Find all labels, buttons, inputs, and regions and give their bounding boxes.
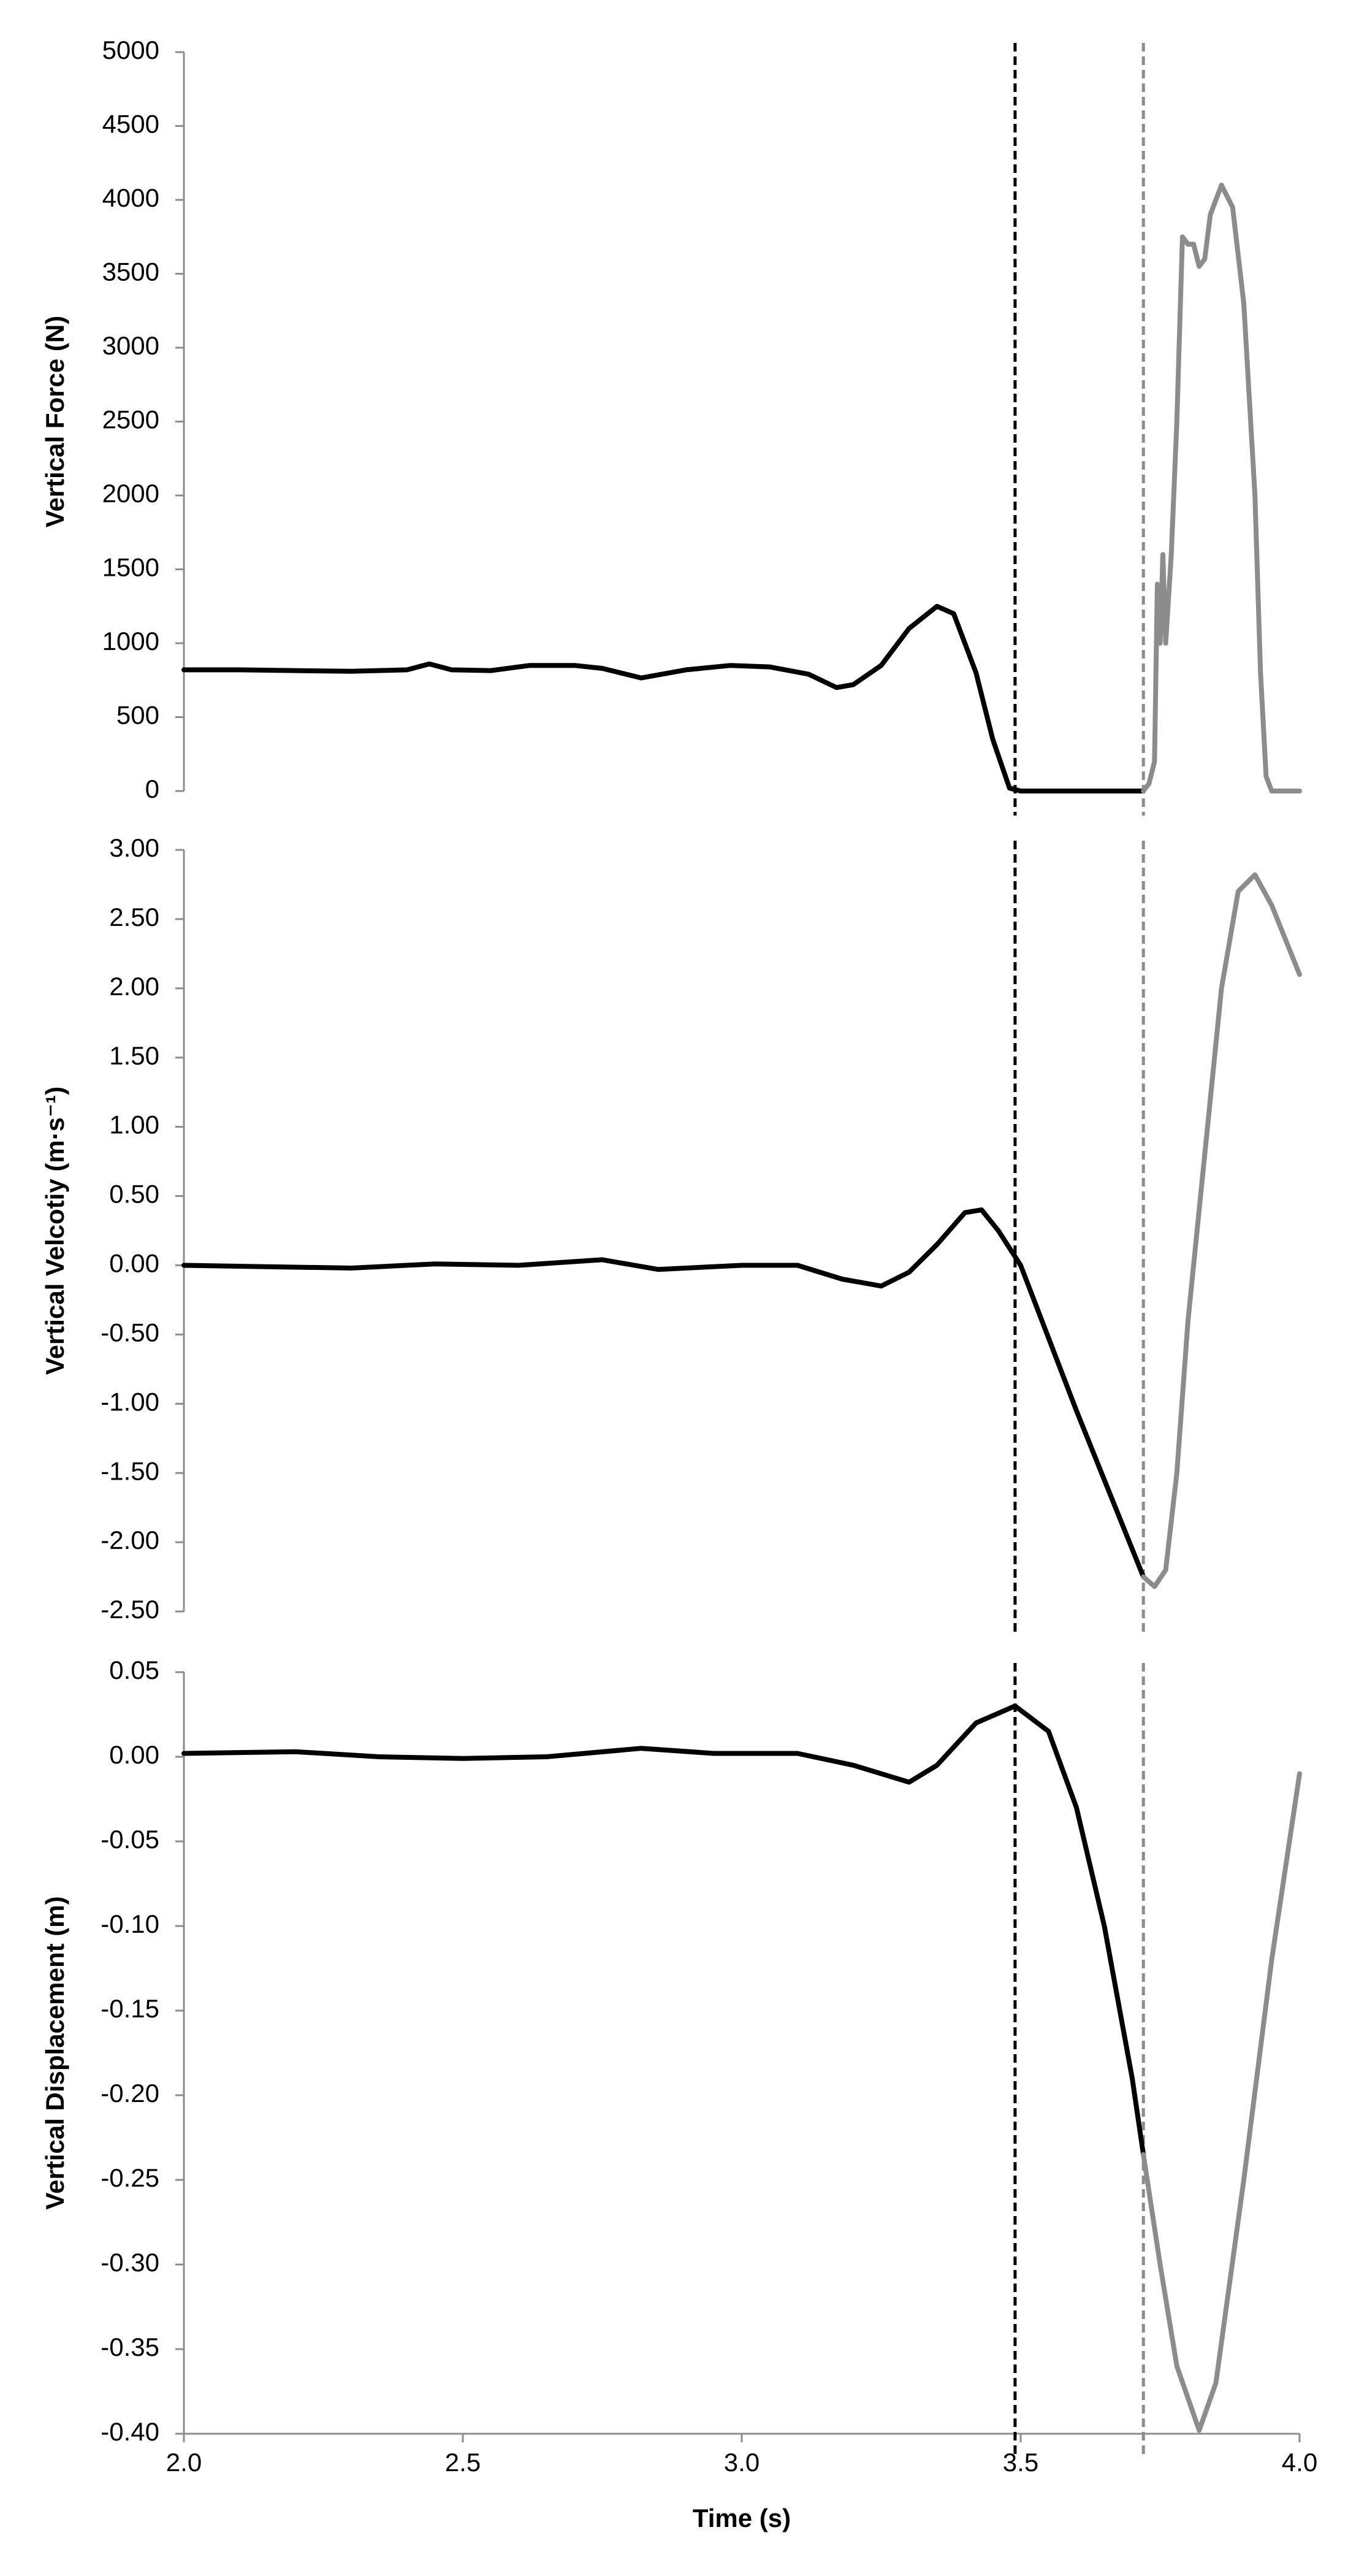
x-axis-label: Time (s) [693, 2504, 791, 2532]
y-tick-label: -0.40 [101, 2417, 159, 2446]
y-tick-label: -2.00 [101, 1526, 159, 1554]
x-tick-label: 2.5 [445, 2448, 481, 2477]
y-tick-label: 5000 [102, 36, 159, 64]
y-tick-label: 1.50 [109, 1041, 159, 1070]
y-tick-label: -0.30 [101, 2248, 159, 2277]
y-tick-label: 2500 [102, 405, 159, 434]
x-tick-label: 3.0 [724, 2448, 760, 2477]
y-axis-label: Vertical Displacement (m) [40, 1896, 69, 2209]
series-line [181, 1703, 1146, 2157]
series-line [1141, 872, 1302, 1589]
y-tick-label: -0.20 [101, 2079, 159, 2108]
y-tick-label: 0.00 [109, 1740, 159, 1769]
y-tick-label: 2000 [102, 479, 159, 508]
y-tick-label: 1500 [102, 553, 159, 582]
y-tick-label: -2.50 [101, 1595, 159, 1624]
y-tick-label: -0.15 [101, 1994, 159, 2023]
y-tick-label: 2.50 [109, 903, 159, 931]
y-tick-label: 1000 [102, 627, 159, 655]
y-tick-label: -0.05 [101, 1825, 159, 1854]
y-tick-label: 4500 [102, 110, 159, 139]
y-tick-label: -1.50 [101, 1456, 159, 1485]
y-tick-label: -1.00 [101, 1387, 159, 1416]
y-tick-label: 4000 [102, 183, 159, 212]
x-tick-label: 3.5 [1003, 2448, 1038, 2477]
series-line [181, 603, 1146, 793]
y-tick-label: 500 [116, 701, 159, 730]
y-tick-label: 3.00 [109, 833, 159, 862]
y-tick-label: 0 [145, 774, 159, 803]
y-tick-label: 2.00 [109, 972, 159, 1001]
y-tick-label: 1.00 [109, 1110, 159, 1139]
x-tick-label: 2.0 [166, 2448, 202, 2477]
x-tick-label: 4.0 [1282, 2448, 1317, 2477]
y-axis-label: Vertical Force (N) [40, 316, 69, 527]
y-tick-label: 0.00 [109, 1249, 159, 1278]
y-tick-label: -0.10 [101, 1909, 159, 1938]
series-line [1141, 182, 1302, 793]
series-line [1141, 1771, 1302, 2433]
y-tick-label: 0.05 [109, 1656, 159, 1684]
y-tick-label: -0.35 [101, 2333, 159, 2361]
y-tick-label: -0.25 [101, 2163, 159, 2192]
y-tick-label: 3500 [102, 258, 159, 286]
series-line [181, 1207, 1146, 1580]
y-axis-label: Vertical Velcotiy (m·s⁻¹) [40, 1087, 69, 1375]
y-tick-label: 0.50 [109, 1180, 159, 1209]
y-tick-label: 3000 [102, 331, 159, 360]
y-tick-label: -0.50 [101, 1318, 159, 1347]
